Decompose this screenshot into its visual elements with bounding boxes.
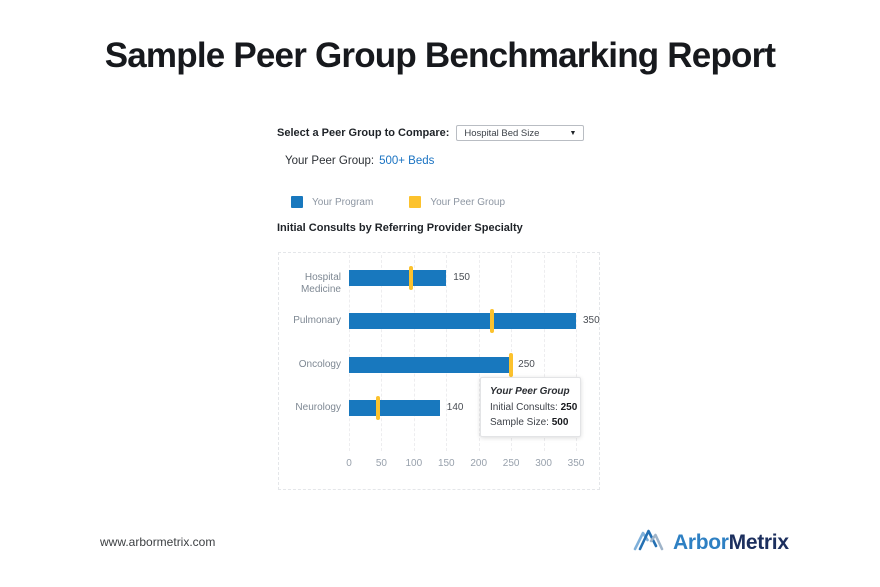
legend-swatch-icon <box>409 196 422 208</box>
bar-value-label: 350 <box>583 315 600 327</box>
peer-group-select[interactable]: Hospital Bed Size ▼ <box>456 125 585 141</box>
tooltip-title: Your Peer Group <box>490 386 570 397</box>
legend-item-1[interactable]: Your Peer Group <box>409 196 505 208</box>
x-axis-tick-label: 300 <box>535 458 552 469</box>
your-peer-group-label: Your Peer Group: <box>285 155 375 167</box>
peer-group-tooltip: Your Peer Group Initial Consults: 250 Sa… <box>480 377 581 437</box>
tooltip-initial-consults: Initial Consults: 250 <box>490 402 578 413</box>
x-axis-tick-label: 100 <box>405 458 423 469</box>
footer-website-link[interactable]: www.arbormetrix.com <box>100 535 216 549</box>
chart-title: Initial Consults by Referring Provider S… <box>277 222 523 234</box>
gridline <box>413 255 415 451</box>
x-axis-tick-label: 350 <box>567 458 585 469</box>
category-label: Pulmonary <box>293 315 341 327</box>
bar-value-label: 150 <box>453 272 470 283</box>
your-peer-group-value-link[interactable]: 500+ Beds <box>379 155 435 167</box>
x-axis-tick-label: 50 <box>375 458 387 469</box>
program-bar[interactable] <box>349 270 447 286</box>
legend-swatch-icon <box>291 196 303 208</box>
legend-item-0[interactable]: Your Program <box>291 196 373 208</box>
x-axis-tick-label: 200 <box>470 458 488 469</box>
peer-group-select-label: Select a Peer Group to Compare: <box>277 127 450 139</box>
gridline <box>576 255 577 451</box>
bar-value-label: 250 <box>518 358 535 370</box>
page-title: Sample Peer Group Benchmarking Report <box>104 36 776 75</box>
your-peer-group-row: Your Peer Group: 500+ Beds <box>285 155 434 167</box>
gridline <box>478 255 480 451</box>
peer-group-select-value: Hospital Bed Size <box>464 127 540 139</box>
chart-legend: Your Program Your Peer Group <box>291 196 505 208</box>
category-label: Hospital Medicine <box>300 272 341 295</box>
logo-wordmark: ArborMetrix <box>673 531 789 554</box>
gridline <box>543 255 545 451</box>
gridline <box>381 255 383 451</box>
chart-area: 0 50 100 150 200 250 300 350 Hospital Medicine 15… <box>278 252 600 490</box>
arbormetrix-logo: ArborMetrix <box>633 528 789 557</box>
legend-label: Your Program <box>312 196 374 208</box>
tooltip-sample-size: Sample Size: 500 <box>490 417 569 428</box>
peer-group-marker[interactable] <box>376 395 381 420</box>
mountain-zigzag-icon <box>633 528 667 557</box>
x-axis-tick-label: 250 <box>502 458 520 469</box>
category-label: Neurology <box>295 401 341 413</box>
x-axis-tick-label: 150 <box>437 458 455 469</box>
peer-group-marker[interactable] <box>489 309 494 334</box>
gridline <box>349 255 350 451</box>
peer-group-control-row: Select a Peer Group to Compare: Hospital… <box>277 124 585 142</box>
program-bar[interactable] <box>349 356 512 373</box>
category-label: Oncology <box>298 358 341 370</box>
program-bar[interactable] <box>349 313 576 330</box>
bar-value-label: 140 <box>446 401 464 413</box>
peer-group-marker[interactable] <box>509 352 514 377</box>
chevron-down-icon: ▼ <box>569 129 577 137</box>
x-axis-tick-label: 0 <box>346 458 352 469</box>
program-bar[interactable] <box>349 399 440 416</box>
gridline <box>446 255 448 451</box>
peer-group-marker[interactable] <box>408 266 413 290</box>
legend-label: Your Peer Group <box>430 196 506 208</box>
